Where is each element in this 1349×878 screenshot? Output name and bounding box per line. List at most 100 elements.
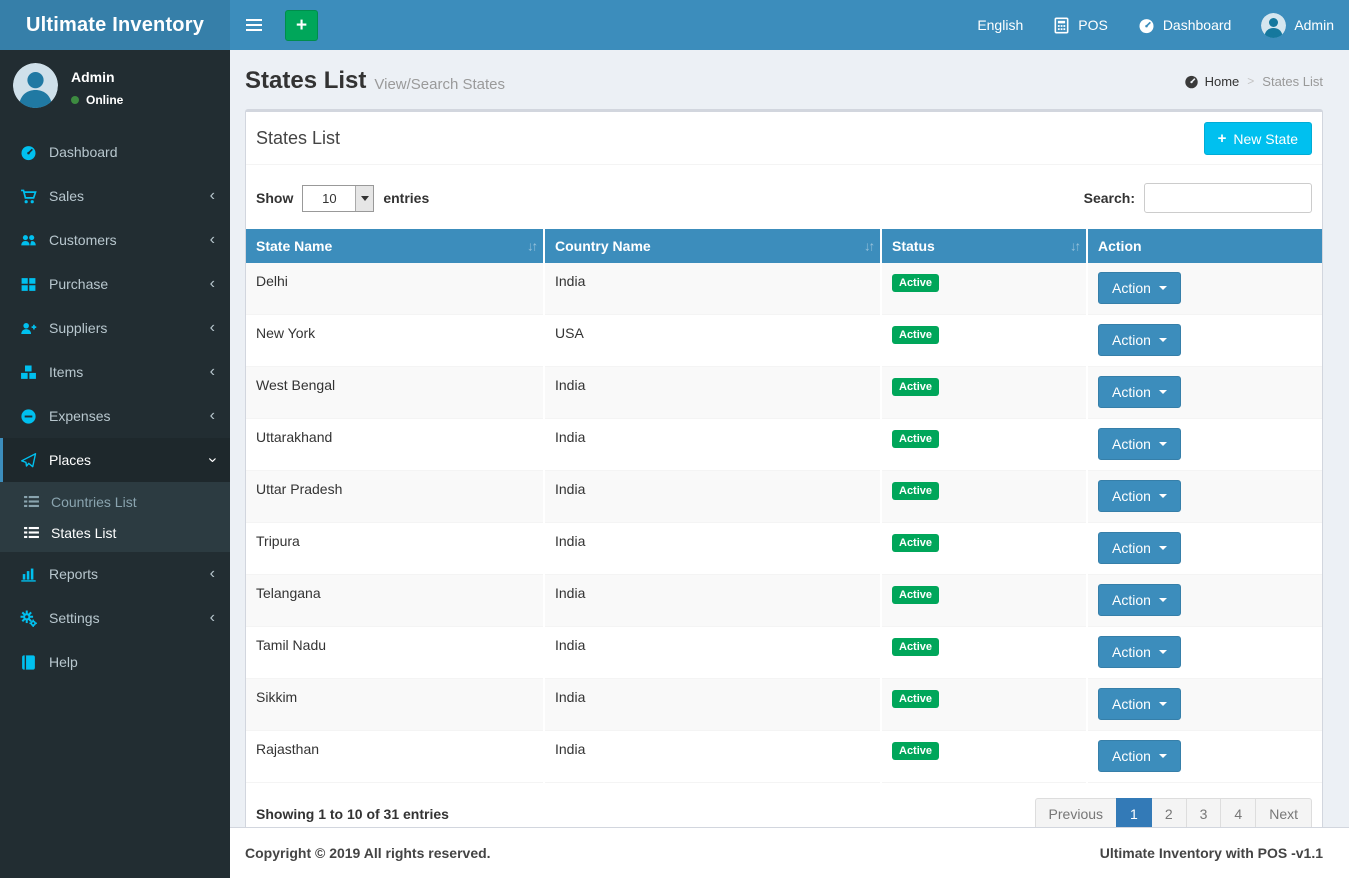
sidebar-item-purchase[interactable]: Purchase ‹	[0, 262, 230, 306]
action-dropdown-button[interactable]: Action	[1098, 272, 1181, 304]
column-header-action: Action	[1087, 229, 1322, 263]
sort-icon[interactable]: ↓↑	[1070, 238, 1081, 254]
list-icon	[21, 524, 41, 541]
column-header-country-name[interactable]: Country Name ↓↑	[544, 229, 882, 263]
action-dropdown-button[interactable]: Action	[1098, 636, 1181, 668]
pagination-next[interactable]: Next	[1255, 798, 1312, 827]
sidebar-toggle-button[interactable]	[230, 0, 278, 50]
pagination-page-4[interactable]: 4	[1220, 798, 1257, 827]
breadcrumb-home-link[interactable]: Home	[1184, 74, 1239, 89]
state-name-cell: New York	[246, 314, 545, 367]
caret-down-icon	[360, 195, 369, 201]
sidebar-user-panel[interactable]: Admin Online	[0, 50, 230, 122]
states-list-card: States List + New State Show 10	[245, 109, 1323, 827]
action-dropdown-button[interactable]: Action	[1098, 688, 1181, 720]
tachometer-icon	[18, 144, 38, 161]
paper-plane-icon	[18, 452, 38, 469]
column-header-state-name[interactable]: State Name ↓↑	[246, 229, 545, 263]
caret-down-icon	[1158, 650, 1167, 654]
column-header-status[interactable]: Status ↓↑	[881, 229, 1088, 263]
new-state-button[interactable]: + New State	[1203, 122, 1312, 155]
sidebar-item-settings[interactable]: Settings ‹	[0, 596, 230, 640]
sidebar-item-items[interactable]: Items ‹	[0, 350, 230, 394]
quick-add-button[interactable]: +	[285, 9, 318, 41]
action-dropdown-button[interactable]: Action	[1098, 376, 1181, 408]
pagination: Previous 1 2 3 4 Next	[1034, 798, 1312, 827]
table-info: Showing 1 to 10 of 31 entries	[256, 806, 449, 822]
caret-down-icon	[1158, 390, 1167, 394]
book-icon	[18, 654, 38, 671]
sidebar: Admin Online Dashboard Sales ‹	[0, 50, 230, 878]
sidebar-item-help[interactable]: Help	[0, 640, 230, 684]
action-dropdown-button[interactable]: Action	[1098, 740, 1181, 772]
sidebar-item-countries-list[interactable]: Countries List	[0, 486, 230, 517]
pagination-page-1[interactable]: 1	[1116, 798, 1152, 827]
status-badge: Active	[892, 430, 940, 448]
action-dropdown-button[interactable]: Action	[1098, 428, 1181, 460]
sort-icon[interactable]: ↓↑	[527, 238, 538, 254]
avatar	[1261, 12, 1287, 38]
card-body: Show 10 entries Search:	[246, 165, 1322, 827]
nav-user-menu[interactable]: Admin	[1246, 0, 1349, 50]
status-badge: Active	[892, 586, 940, 604]
sidebar-item-reports[interactable]: Reports ‹	[0, 552, 230, 596]
action-dropdown-button[interactable]: Action	[1098, 324, 1181, 356]
nav-pos[interactable]: POS	[1038, 0, 1123, 50]
content-header: States List View/Search States Home > St…	[245, 65, 1323, 109]
online-dot-icon	[71, 96, 79, 104]
country-name-cell: India	[544, 522, 882, 575]
sort-icon[interactable]: ↓↑	[864, 238, 875, 254]
state-name-cell: Tamil Nadu	[246, 626, 545, 679]
cubes-icon	[18, 364, 38, 381]
caret-down-icon	[1158, 338, 1167, 342]
state-name-cell: Tripura	[246, 522, 545, 575]
status-badge: Active	[892, 378, 940, 396]
page-title: States List	[245, 67, 367, 94]
sidebar-item-places[interactable]: Places ‹	[0, 438, 230, 482]
breadcrumb-separator: >	[1247, 74, 1255, 88]
navbar-main: + English POS Dashboard	[230, 0, 1349, 50]
sidebar-item-expenses[interactable]: Expenses ‹	[0, 394, 230, 438]
action-dropdown-button[interactable]: Action	[1098, 480, 1181, 512]
users-icon	[18, 232, 38, 249]
nav-language[interactable]: English	[977, 17, 1024, 33]
table-row: Tamil Nadu India Active Action	[246, 626, 1322, 679]
main-content: States List View/Search States Home > St…	[230, 50, 1349, 827]
chevron-left-icon: ‹	[209, 363, 215, 380]
status-badge: Active	[892, 482, 940, 500]
action-dropdown-button[interactable]: Action	[1098, 532, 1181, 564]
state-name-cell: Delhi	[246, 263, 545, 315]
pagination-page-3[interactable]: 3	[1185, 798, 1222, 827]
hamburger-icon	[246, 19, 262, 31]
caret-down-icon	[1158, 598, 1167, 602]
table-row: Uttar Pradesh India Active Action	[246, 470, 1322, 523]
country-name-cell: India	[544, 574, 882, 627]
tachometer-icon	[1184, 75, 1198, 88]
table-row: Telangana India Active Action	[246, 574, 1322, 627]
breadcrumb-current: States List	[1262, 73, 1323, 89]
select-arrow-button[interactable]	[355, 185, 374, 211]
search-control: Search:	[1084, 183, 1312, 213]
sidebar-item-customers[interactable]: Customers ‹	[0, 218, 230, 262]
country-name-cell: India	[544, 678, 882, 731]
nav-dashboard[interactable]: Dashboard	[1123, 0, 1247, 50]
sidebar-item-suppliers[interactable]: Suppliers ‹	[0, 306, 230, 350]
navbar-right: English POS Dashboard	[962, 0, 1349, 50]
chevron-left-icon: ‹	[209, 187, 215, 204]
action-dropdown-button[interactable]: Action	[1098, 584, 1181, 616]
sidebar-item-dashboard[interactable]: Dashboard	[0, 130, 230, 174]
page-footer: Copyright © 2019 All rights reserved. Ul…	[230, 827, 1349, 878]
pagination-page-2[interactable]: 2	[1150, 798, 1187, 827]
brand-logo[interactable]: Ultimate Inventory	[0, 0, 230, 50]
entries-select[interactable]: 10	[302, 184, 375, 212]
pagination-previous[interactable]: Previous	[1034, 798, 1118, 827]
sidebar-item-states-list[interactable]: States List	[0, 517, 230, 548]
country-name-cell: India	[544, 730, 882, 783]
country-name-cell: USA	[544, 314, 882, 367]
search-input[interactable]	[1144, 183, 1312, 213]
sidebar-item-sales[interactable]: Sales ‹	[0, 174, 230, 218]
cart-icon	[18, 188, 38, 205]
caret-down-icon	[1158, 442, 1167, 446]
user-plus-icon	[18, 320, 38, 337]
list-icon	[21, 493, 41, 510]
